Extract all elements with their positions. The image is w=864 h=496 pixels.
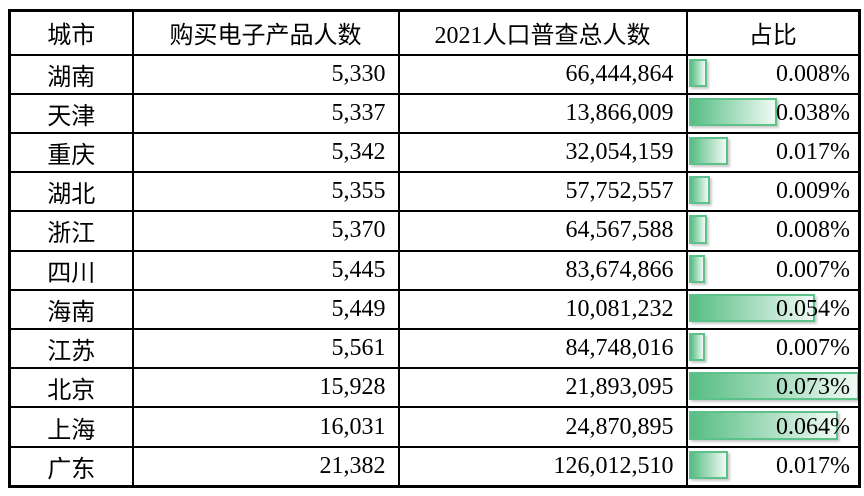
share-value: 0.073% (776, 374, 850, 401)
buyers-cell: 15,928 (131, 367, 400, 409)
buyers-cell: 16,031 (131, 406, 400, 448)
share-value: 0.007% (776, 256, 850, 283)
city-cell: 湖南 (8, 53, 134, 95)
table-row: 重庆 5,342 32,054,159 0.017% (8, 131, 861, 174)
population-cell: 32,054,159 (397, 131, 688, 174)
share-value: 0.038% (776, 99, 850, 126)
share-value: 0.017% (776, 139, 850, 166)
table-row: 天津 5,337 13,866,009 0.038% (8, 92, 861, 134)
header-share: 占比 (685, 9, 861, 56)
share-databar (688, 176, 710, 205)
buyers-cell: 5,370 (131, 210, 400, 252)
population-cell: 21,893,095 (397, 367, 688, 409)
table-body: 湖南 5,330 66,444,864 0.008% 天津 5,337 13,866,009… (8, 53, 861, 488)
header-buyers: 购买电子产品人数 (131, 9, 400, 56)
header-row: 城市 购买电子产品人数 2021人口普查总人数 占比 (8, 9, 861, 56)
share-value: 0.054% (776, 295, 850, 322)
share-cell: 0.038% (685, 92, 861, 134)
buyers-cell: 5,449 (131, 288, 400, 331)
share-databar (688, 254, 705, 283)
city-cell: 重庆 (8, 131, 134, 174)
population-cell: 83,674,866 (397, 249, 688, 291)
share-value: 0.064% (776, 413, 850, 440)
share-databar (688, 293, 815, 323)
population-cell: 10,081,232 (397, 288, 688, 331)
population-cell: 66,444,864 (397, 53, 688, 95)
table-row: 湖北 5,355 57,752,557 0.009% (8, 171, 861, 213)
table-row: 上海 16,031 24,870,895 0.064% (8, 406, 861, 448)
population-cell: 84,748,016 (397, 328, 688, 370)
buyers-cell: 5,445 (131, 249, 400, 291)
share-value: 0.009% (776, 178, 850, 205)
share-cell: 0.054% (685, 288, 861, 331)
table-row: 广东 21,382 126,012,510 0.017% (8, 445, 861, 488)
table-row: 江苏 5,561 84,748,016 0.007% (8, 328, 861, 370)
city-cell: 上海 (8, 406, 134, 448)
buyers-cell: 5,337 (131, 92, 400, 134)
share-databar (688, 411, 838, 440)
buyers-cell: 5,355 (131, 171, 400, 213)
population-cell: 57,752,557 (397, 171, 688, 213)
share-value: 0.008% (776, 217, 850, 244)
share-databar (688, 372, 858, 401)
table-row: 四川 5,445 83,674,866 0.007% (8, 249, 861, 291)
header-city: 城市 (8, 9, 134, 56)
share-value: 0.007% (776, 335, 850, 362)
population-cell: 13,866,009 (397, 92, 688, 134)
city-cell: 天津 (8, 92, 134, 134)
city-cell: 湖北 (8, 171, 134, 213)
share-cell: 0.008% (685, 210, 861, 252)
buyers-cell: 5,561 (131, 328, 400, 370)
share-databar (688, 136, 729, 166)
buyers-cell: 5,330 (131, 53, 400, 95)
table-row: 北京 15,928 21,893,095 0.073% (8, 367, 861, 409)
population-cell: 24,870,895 (397, 406, 688, 448)
data-table: 城市 购买电子产品人数 2021人口普查总人数 占比 湖南 5,330 66,444… (8, 9, 861, 488)
population-cell: 64,567,588 (397, 210, 688, 252)
share-databar (688, 97, 778, 126)
city-cell: 北京 (8, 367, 134, 409)
share-cell: 0.064% (685, 406, 861, 448)
share-value: 0.017% (776, 452, 850, 479)
share-value: 0.008% (776, 60, 850, 87)
share-cell: 0.008% (685, 53, 861, 95)
population-cell: 126,012,510 (397, 445, 688, 488)
share-cell: 0.009% (685, 171, 861, 213)
share-databar (688, 333, 705, 362)
table-row: 海南 5,449 10,081,232 0.054% (8, 288, 861, 331)
share-cell: 0.007% (685, 328, 861, 370)
share-cell: 0.017% (685, 131, 861, 174)
share-databar (688, 450, 729, 479)
share-databar (688, 215, 708, 244)
buyers-cell: 21,382 (131, 445, 400, 488)
table-row: 湖南 5,330 66,444,864 0.008% (8, 53, 861, 95)
city-cell: 广东 (8, 445, 134, 488)
share-cell: 0.017% (685, 445, 861, 488)
share-databar (688, 58, 708, 87)
header-population: 2021人口普查总人数 (397, 9, 688, 56)
city-cell: 海南 (8, 288, 134, 331)
city-cell: 江苏 (8, 328, 134, 370)
share-cell: 0.073% (685, 367, 861, 409)
table-row: 浙江 5,370 64,567,588 0.008% (8, 210, 861, 252)
share-cell: 0.007% (685, 249, 861, 291)
city-cell: 浙江 (8, 210, 134, 252)
buyers-cell: 5,342 (131, 131, 400, 174)
city-cell: 四川 (8, 249, 134, 291)
